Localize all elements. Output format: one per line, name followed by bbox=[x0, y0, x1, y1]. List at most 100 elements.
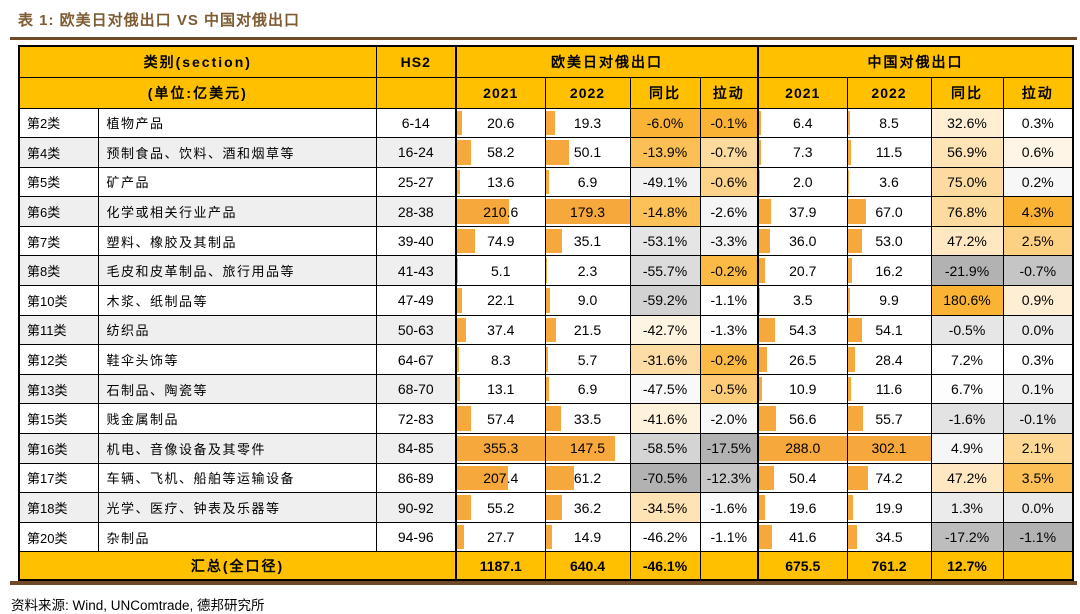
value-data-bar bbox=[458, 110, 463, 136]
value-data-bar bbox=[546, 317, 556, 343]
table-body: 第2类 植物产品 6-14 20.6 19.3 -6.0% -0.1% 6.4 8.5 32.6%… bbox=[18, 107, 1074, 553]
value-data-bar bbox=[546, 406, 562, 432]
category-cell: 第2类 bbox=[18, 107, 99, 139]
pull-cell: 3.5% bbox=[1002, 462, 1074, 494]
value-data-bar bbox=[760, 140, 762, 165]
value-data-bar bbox=[458, 228, 476, 254]
value-cell: 6.4 bbox=[757, 107, 848, 139]
value-cell: 207.4 bbox=[455, 462, 546, 494]
value-data-bar bbox=[458, 169, 461, 195]
value-cell: 6.9 bbox=[544, 373, 631, 405]
yoy-cell: 56.9% bbox=[930, 137, 1004, 168]
value-data-bar bbox=[760, 376, 763, 402]
hs2-cell: 84-85 bbox=[375, 433, 457, 464]
value-cell: 147.5 bbox=[544, 433, 631, 464]
yoy-cell: -59.2% bbox=[629, 285, 701, 316]
hs2-cell: 47-49 bbox=[375, 285, 457, 316]
value-data-bar bbox=[458, 436, 544, 461]
value-cell: 50.1 bbox=[544, 137, 631, 168]
yoy-cell: -41.6% bbox=[629, 403, 701, 435]
yoy-cell: 4.9% bbox=[930, 433, 1004, 464]
category-cell: 第11类 bbox=[18, 314, 99, 346]
value-data-bar bbox=[546, 376, 549, 402]
summary-china-pull bbox=[1002, 551, 1074, 581]
value-cell: 55.7 bbox=[846, 403, 932, 435]
value-cell: 58.2 bbox=[455, 137, 546, 168]
pull-cell: -12.3% bbox=[699, 462, 759, 494]
pull-cell: 0.3% bbox=[1002, 107, 1074, 139]
table-row: 第8类 毛皮和皮革制品、旅行用品等 41-43 5.1 2.3 -55.7% -0.2% 20… bbox=[18, 255, 1074, 287]
pull-cell: -0.5% bbox=[699, 373, 759, 405]
value-data-bar bbox=[760, 524, 772, 550]
value-data-bar bbox=[458, 406, 472, 432]
product-name-cell: 塑料、橡胶及其制品 bbox=[97, 225, 377, 257]
value-cell: 9.9 bbox=[846, 285, 932, 316]
value-data-bar bbox=[848, 288, 851, 313]
value-data-bar bbox=[546, 199, 629, 224]
value-data-bar bbox=[458, 199, 509, 224]
hs2-cell: 50-63 bbox=[375, 314, 457, 346]
value-data-bar bbox=[546, 110, 555, 136]
category-cell: 第18类 bbox=[18, 492, 99, 523]
value-cell: 22.1 bbox=[455, 285, 546, 316]
category-cell: 第20类 bbox=[18, 521, 99, 553]
value-cell: 54.3 bbox=[757, 314, 848, 346]
value-data-bar bbox=[546, 436, 615, 461]
hs2-cell: 90-92 bbox=[375, 492, 457, 523]
value-cell: 2.3 bbox=[544, 255, 631, 287]
yoy-cell: -34.5% bbox=[629, 492, 701, 523]
value-cell: 35.1 bbox=[544, 225, 631, 257]
pull-cell: -0.7% bbox=[1002, 255, 1074, 287]
value-cell: 10.9 bbox=[757, 373, 848, 405]
product-name-cell: 车辆、飞机、船舶等运输设备 bbox=[97, 462, 377, 494]
value-cell: 8.3 bbox=[455, 344, 546, 375]
hs2-cell: 68-70 bbox=[375, 373, 457, 405]
pull-cell: 0.6% bbox=[1002, 137, 1074, 168]
pull-cell: -0.1% bbox=[699, 107, 759, 139]
value-cell: 210.6 bbox=[455, 196, 546, 227]
value-data-bar bbox=[760, 169, 761, 195]
value-cell: 26.5 bbox=[757, 344, 848, 375]
value-data-bar bbox=[848, 169, 849, 195]
category-cell: 第7类 bbox=[18, 225, 99, 257]
hs2-cell: 94-96 bbox=[375, 521, 457, 553]
value-data-bar bbox=[760, 406, 777, 432]
pull-cell: -0.7% bbox=[699, 137, 759, 168]
value-cell: 11.5 bbox=[846, 137, 932, 168]
summary-row: 汇总(全口径) 1187.1 640.4 -46.1% 675.5 761.2 … bbox=[18, 551, 1074, 581]
yoy-cell: -13.9% bbox=[629, 137, 701, 168]
header-west-2022: 2022 bbox=[544, 76, 631, 109]
pull-cell: -17.5% bbox=[699, 433, 759, 464]
table-row: 第6类 化学或相关行业产品 28-38 210.6 179.3 -14.8% -2.6% 37… bbox=[18, 196, 1074, 227]
header-group-west: 欧美日对俄出口 bbox=[455, 45, 759, 78]
table-title: 表 1: 欧美日对俄出口 VS 中国对俄出口 bbox=[18, 12, 301, 29]
table-header: 类别(section) HS2 欧美日对俄出口 中国对俄出口 (单位:亿美元) … bbox=[18, 45, 1074, 109]
value-cell: 37.4 bbox=[455, 314, 546, 346]
pull-cell: -0.1% bbox=[1002, 403, 1074, 435]
pull-cell: -0.6% bbox=[699, 166, 759, 198]
yoy-cell: -21.9% bbox=[930, 255, 1004, 287]
value-cell: 5.7 bbox=[544, 344, 631, 375]
value-cell: 5.1 bbox=[455, 255, 546, 287]
value-data-bar bbox=[546, 258, 547, 284]
value-data-bar bbox=[760, 317, 776, 343]
value-data-bar bbox=[458, 288, 463, 313]
table-footer: 汇总(全口径) 1187.1 640.4 -46.1% 675.5 761.2 … bbox=[18, 551, 1074, 581]
header-hs2-spacer bbox=[375, 76, 457, 109]
value-data-bar bbox=[848, 436, 930, 461]
value-data-bar bbox=[458, 495, 471, 520]
pull-cell: 0.3% bbox=[1002, 344, 1074, 375]
summary-china-2022: 761.2 bbox=[846, 551, 932, 581]
value-data-bar bbox=[546, 465, 575, 491]
category-cell: 第10类 bbox=[18, 285, 99, 316]
value-cell: 16.2 bbox=[846, 255, 932, 287]
value-data-bar bbox=[760, 347, 768, 372]
product-name-cell: 毛皮和皮革制品、旅行用品等 bbox=[97, 255, 377, 287]
pull-cell: -3.3% bbox=[699, 225, 759, 257]
value-data-bar bbox=[848, 228, 863, 254]
pull-cell: -1.1% bbox=[1002, 521, 1074, 553]
pull-cell: -2.0% bbox=[699, 403, 759, 435]
yoy-cell: -70.5% bbox=[629, 462, 701, 494]
value-data-bar bbox=[848, 140, 851, 165]
value-cell: 21.5 bbox=[544, 314, 631, 346]
